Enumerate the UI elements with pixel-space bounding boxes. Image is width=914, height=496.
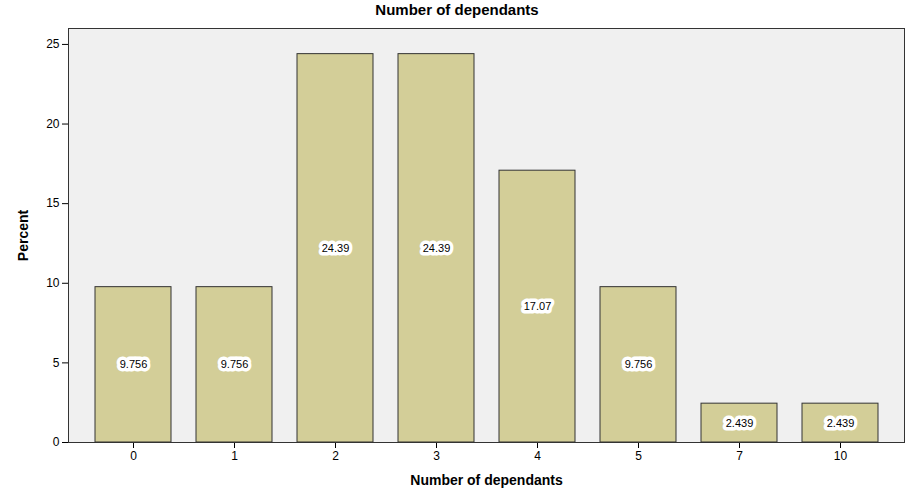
svg-text:2.439: 2.439 bbox=[726, 417, 754, 429]
svg-text:17.07: 17.07 bbox=[524, 300, 552, 312]
svg-text:10: 10 bbox=[834, 449, 848, 463]
svg-text:5: 5 bbox=[53, 356, 60, 370]
svg-text:24.39: 24.39 bbox=[322, 242, 350, 254]
svg-text:10: 10 bbox=[46, 276, 60, 290]
svg-text:7: 7 bbox=[736, 449, 743, 463]
svg-text:1: 1 bbox=[231, 449, 238, 463]
svg-text:5: 5 bbox=[635, 449, 642, 463]
svg-text:25: 25 bbox=[46, 37, 60, 51]
svg-text:9.756: 9.756 bbox=[625, 358, 653, 370]
svg-text:0: 0 bbox=[130, 449, 137, 463]
svg-text:24.39: 24.39 bbox=[423, 242, 451, 254]
svg-text:2: 2 bbox=[332, 449, 339, 463]
svg-text:20: 20 bbox=[46, 117, 60, 131]
svg-text:2.439: 2.439 bbox=[827, 417, 855, 429]
html-text:Number of dependants: Number of dependants bbox=[375, 1, 539, 18]
svg-text:9.756: 9.756 bbox=[221, 358, 249, 370]
svg-text:0: 0 bbox=[53, 435, 60, 449]
svg-text:4: 4 bbox=[534, 449, 541, 463]
svg-text:Percent: Percent bbox=[15, 209, 31, 261]
svg-text:15: 15 bbox=[46, 196, 60, 210]
svg-text:9.756: 9.756 bbox=[120, 358, 148, 370]
svg-text:Number of dependants: Number of dependants bbox=[410, 472, 563, 488]
svg-text:3: 3 bbox=[433, 449, 440, 463]
